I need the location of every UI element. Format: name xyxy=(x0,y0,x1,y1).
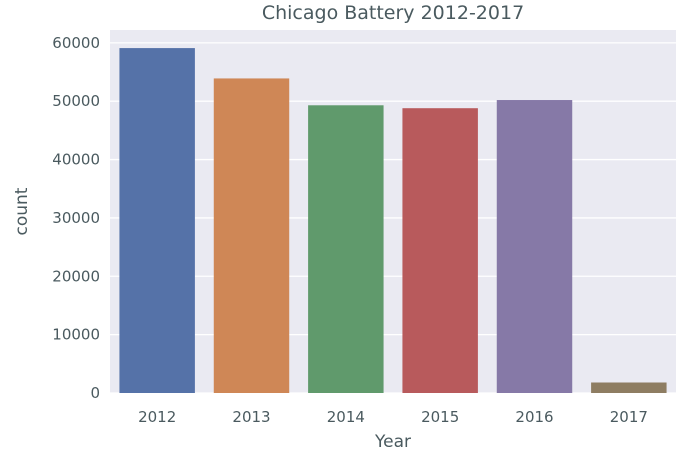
y-tick-label: 60000 xyxy=(52,34,100,52)
gridlines xyxy=(110,42,676,394)
bar-2012 xyxy=(119,48,195,393)
x-axis-ticks: 2012 2013 2014 2015 2016 2017 xyxy=(138,408,648,426)
x-axis-label: Year xyxy=(374,432,411,452)
bar-2016 xyxy=(496,100,573,393)
y-axis-label: count xyxy=(12,187,32,235)
x-tick-label: 2017 xyxy=(610,408,648,426)
x-tick-label: 2014 xyxy=(327,408,365,426)
bars xyxy=(119,48,667,393)
x-tick-label: 2013 xyxy=(232,408,270,426)
y-axis-ticks: 0 10000 20000 30000 40000 50000 60000 xyxy=(52,34,100,402)
y-tick-label: 0 xyxy=(90,384,100,402)
chart-title: Chicago Battery 2012-2017 xyxy=(262,2,524,24)
plot-area xyxy=(110,30,676,393)
y-tick-label: 50000 xyxy=(52,92,100,110)
y-tick-label: 10000 xyxy=(52,326,100,344)
bar-2013 xyxy=(213,78,290,393)
bar-2014 xyxy=(308,105,384,393)
x-tick-label: 2016 xyxy=(515,408,553,426)
y-tick-label: 20000 xyxy=(52,267,100,285)
bar-2017 xyxy=(591,382,667,393)
bar-2015 xyxy=(402,108,478,393)
y-tick-label: 30000 xyxy=(52,209,100,227)
y-tick-label: 40000 xyxy=(52,151,100,169)
x-tick-label: 2015 xyxy=(421,408,459,426)
x-tick-label: 2012 xyxy=(138,408,176,426)
